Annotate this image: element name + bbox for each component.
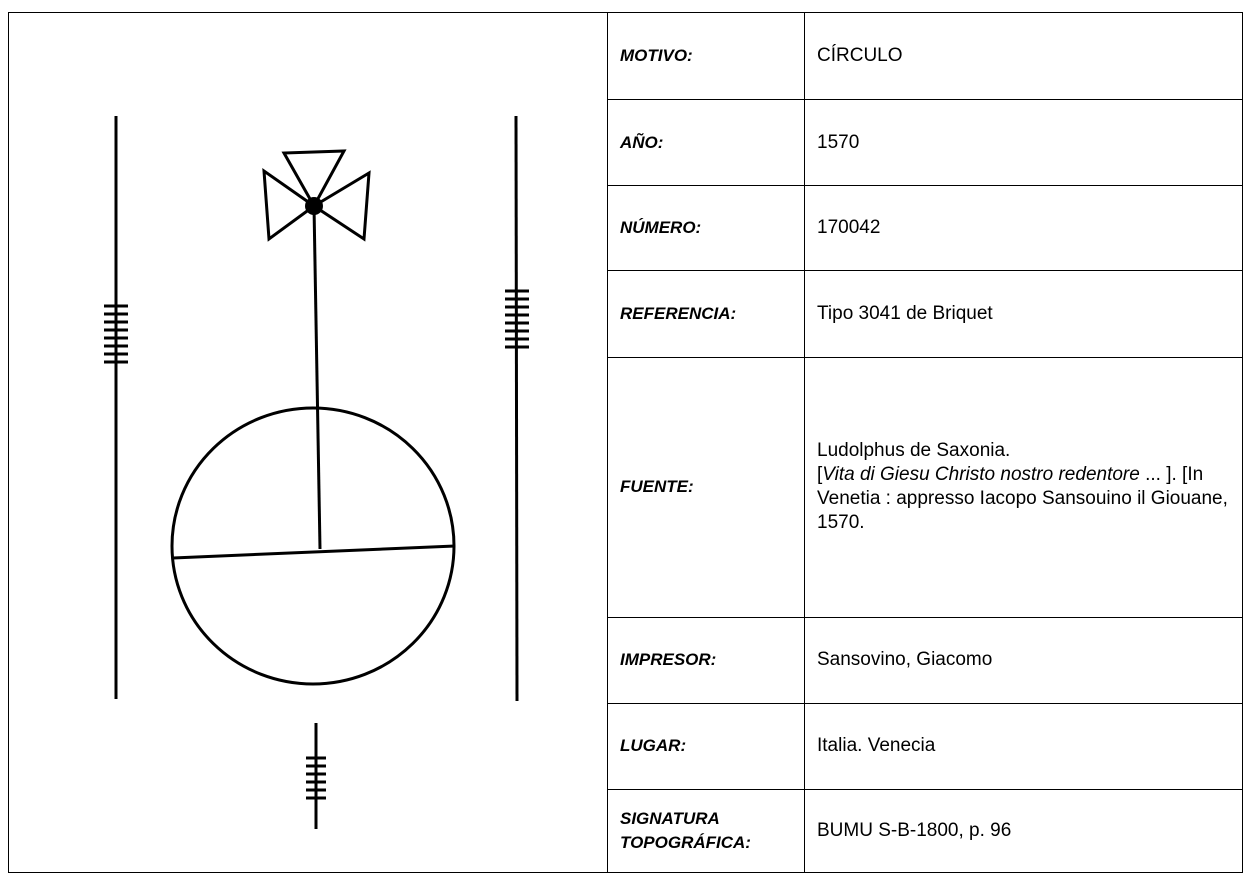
field-value: 170042 [804, 185, 1243, 272]
field-label: REFERENCIA: [607, 270, 805, 358]
source-text: [ [817, 464, 823, 486]
field-label: MOTIVO: [607, 12, 805, 100]
source-title: Vita di Giesu Christo nostro redentore [822, 464, 1140, 486]
source-text: ... ]. [In Venetia : appresso Iacopo San… [817, 464, 1228, 534]
field-value: 1570 [804, 98, 1243, 187]
field-label: IMPRESOR: [607, 616, 805, 704]
source-author: Ludolphus de Saxonia. [817, 440, 1011, 462]
field-value: Italia. Venecia [804, 702, 1243, 791]
watermark-drawing [104, 115, 529, 829]
field-value: Ludolphus de Saxonia. [Vita di Giesu Chri… [804, 356, 1243, 618]
field-label: FUENTE: [607, 356, 805, 618]
watermark-image-cell [8, 12, 608, 873]
field-value: Tipo 3041 de Briquet [804, 270, 1243, 358]
field-label: SIGNATURA TOPOGRÁFICA: [607, 789, 805, 873]
field-value: Sansovino, Giacomo [804, 616, 1243, 704]
field-label: AÑO: [607, 98, 805, 187]
field-label: LUGAR: [607, 702, 805, 791]
field-value: CÍRCULO [804, 12, 1243, 100]
field-value: BUMU S-B-1800, p. 96 [804, 789, 1243, 873]
watermark-record: MOTIVO: CÍRCULO AÑO: 1570 NÚMERO: 170042… [8, 12, 1243, 873]
field-label: NÚMERO: [607, 185, 805, 272]
